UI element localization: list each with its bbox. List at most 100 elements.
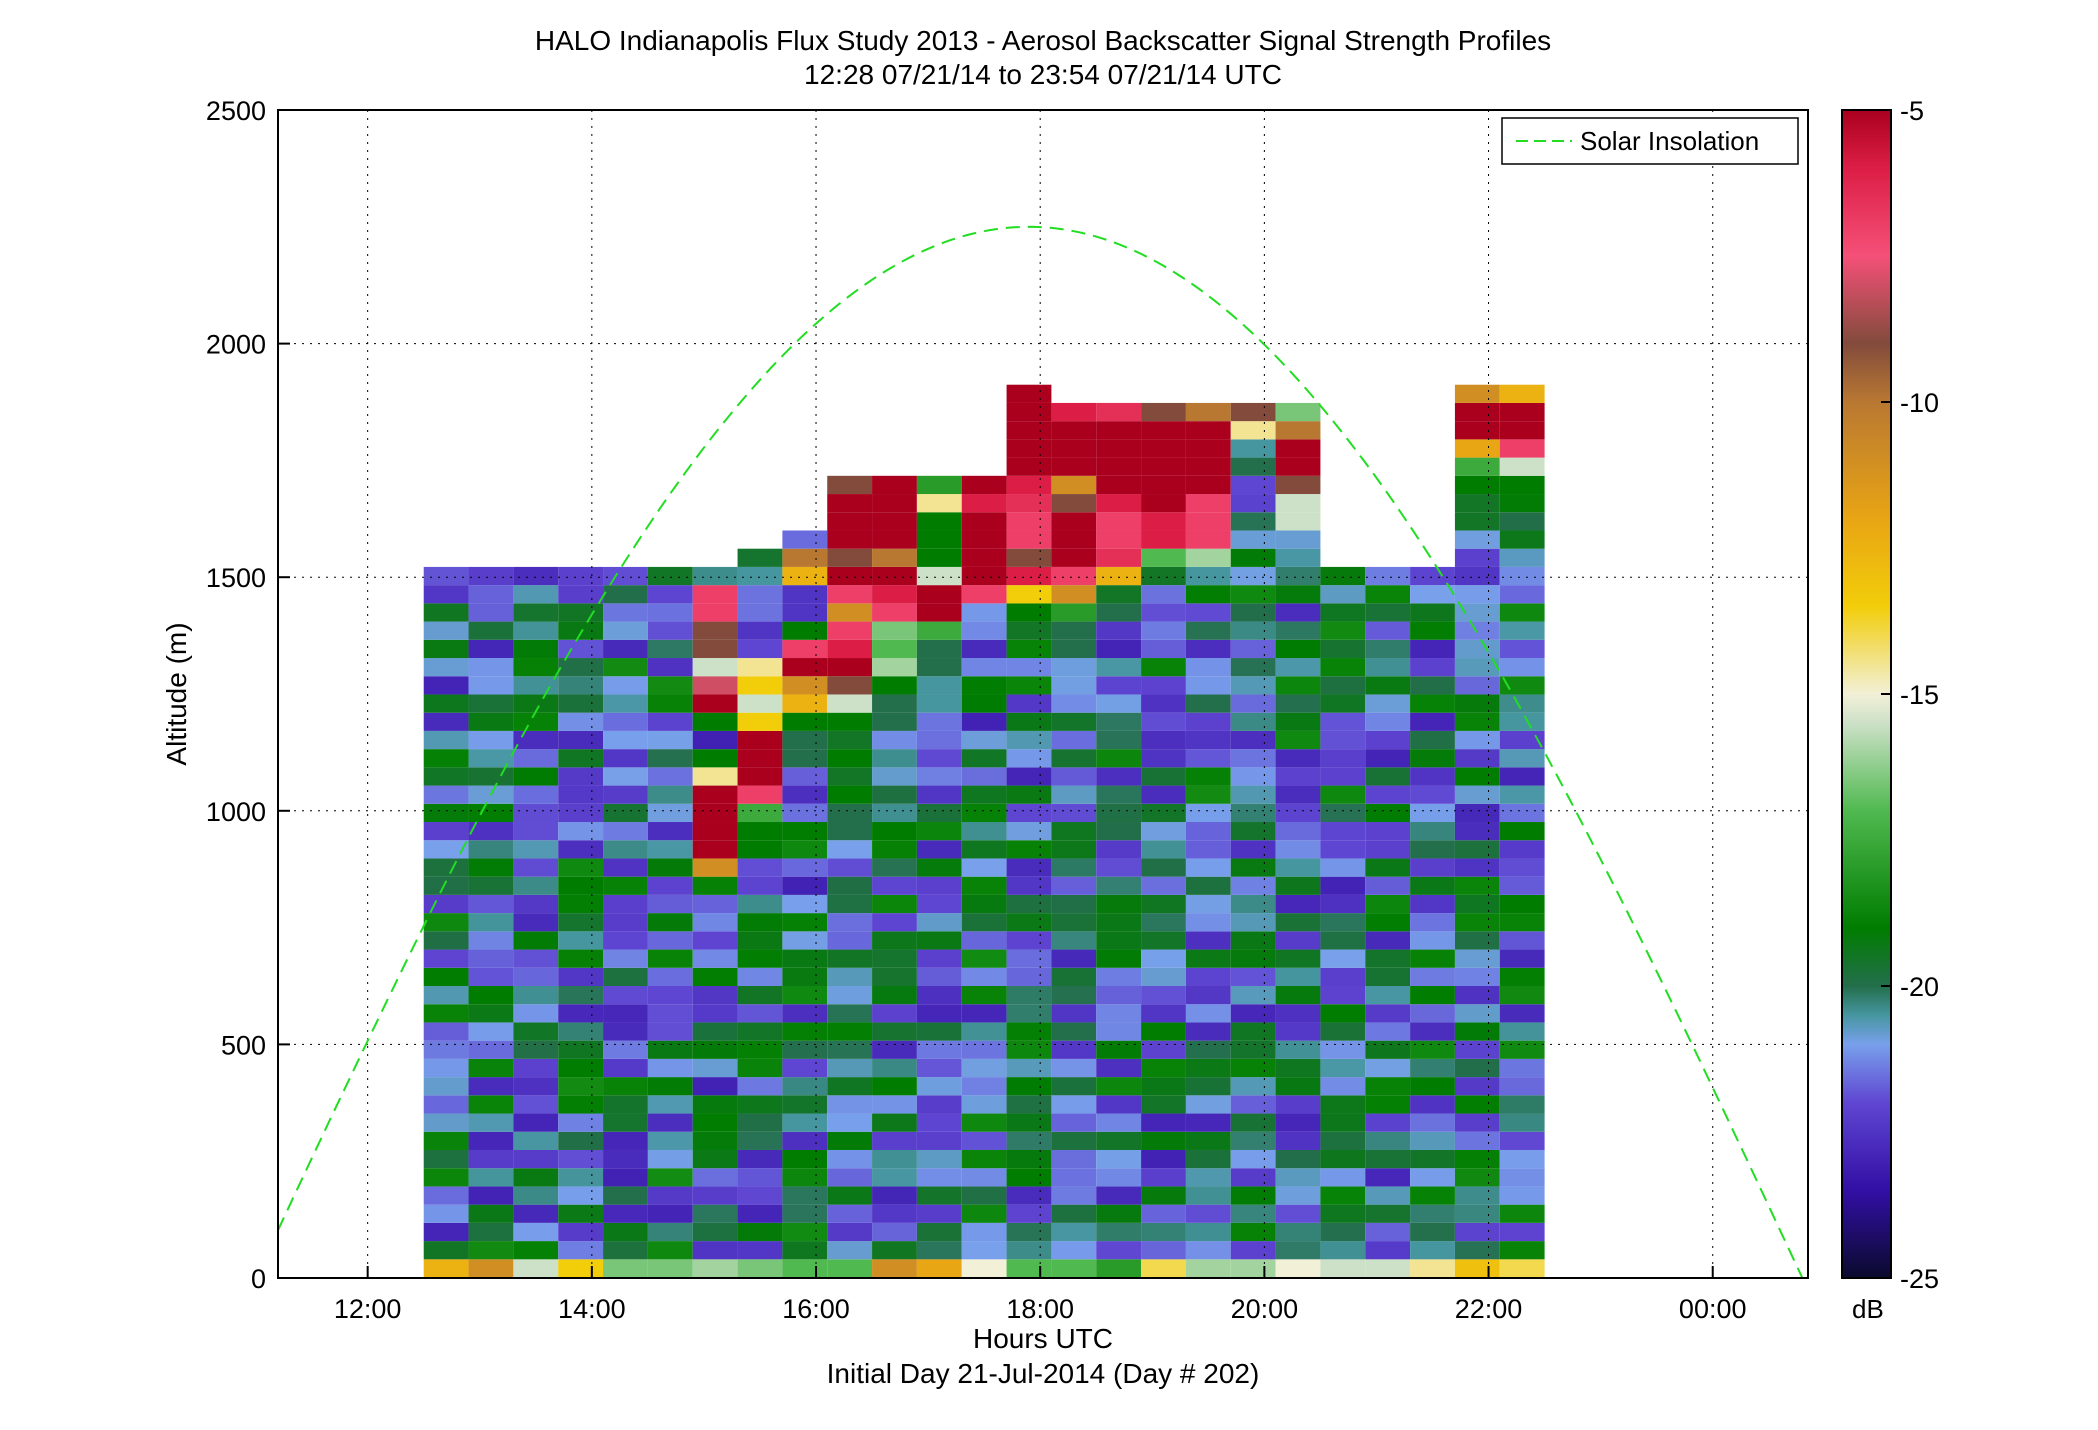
heatmap-cell	[1454, 949, 1500, 968]
heatmap-cell	[1230, 439, 1276, 458]
colorbar-tick-label: -25	[1900, 1264, 1939, 1294]
heatmap-cell	[603, 785, 648, 804]
heatmap-cell	[1499, 1004, 1545, 1023]
heatmap-cell	[1230, 1004, 1276, 1023]
heatmap-cell	[1499, 603, 1545, 622]
heatmap-cell	[1051, 694, 1097, 713]
heatmap-cell	[647, 822, 693, 841]
heatmap-cell	[513, 822, 559, 841]
heatmap-cell	[1320, 658, 1366, 677]
heatmap-cell	[1096, 822, 1142, 841]
heatmap-cell	[1006, 1113, 1052, 1132]
heatmap-cell	[1365, 986, 1411, 1005]
heatmap-cell	[1006, 931, 1052, 950]
x-tick-label: 22:00	[1455, 1294, 1523, 1324]
heatmap-cell	[1320, 1113, 1366, 1132]
heatmap-cell	[1006, 803, 1052, 823]
heatmap-cell	[1275, 639, 1321, 659]
heatmap-cell	[916, 986, 962, 1005]
heatmap-cell	[1365, 712, 1411, 731]
heatmap-cell	[1006, 1241, 1052, 1260]
heatmap-cell	[1006, 894, 1052, 914]
heatmap-cell	[423, 1259, 469, 1278]
heatmap-cell	[1051, 658, 1097, 677]
heatmap-cell	[468, 949, 514, 968]
heatmap-cell	[1096, 457, 1142, 476]
heatmap-cell	[603, 767, 648, 786]
heatmap-cell	[872, 585, 917, 604]
heatmap-cell	[513, 1131, 559, 1150]
heatmap-cell	[1320, 913, 1366, 932]
heatmap-cell	[916, 749, 962, 768]
heatmap-cell	[737, 767, 783, 786]
heatmap-cell	[1454, 1040, 1500, 1059]
y-tick-label: 0	[251, 1264, 266, 1294]
heatmap-cell	[1141, 548, 1186, 567]
heatmap-cell	[1275, 1077, 1321, 1096]
heatmap-cell	[603, 1186, 648, 1205]
heatmap-cell	[916, 566, 962, 586]
heatmap-cell	[782, 1004, 828, 1023]
heatmap-cell	[513, 1186, 559, 1205]
heatmap-cell	[1141, 1186, 1186, 1205]
heatmap-cell	[1141, 475, 1186, 495]
heatmap-cell	[603, 1058, 648, 1078]
heatmap-cell	[1006, 1259, 1052, 1278]
heatmap-cell	[1320, 1149, 1366, 1169]
heatmap-cell	[1230, 585, 1276, 604]
heatmap-cell	[1499, 803, 1545, 823]
heatmap-cell	[692, 822, 738, 841]
heatmap-cell	[872, 1222, 917, 1242]
y-tick-label: 2500	[206, 96, 266, 126]
heatmap-cell	[782, 931, 828, 950]
heatmap-cell	[423, 585, 469, 604]
heatmap-cell	[468, 1131, 514, 1150]
heatmap-cell	[1230, 1168, 1276, 1187]
heatmap-cell	[558, 1095, 604, 1114]
heatmap-cell	[1096, 913, 1142, 932]
heatmap-cell	[737, 986, 783, 1005]
heatmap-cell	[513, 1113, 559, 1132]
heatmap-cell	[647, 1149, 693, 1169]
heatmap-cell	[1051, 840, 1097, 859]
heatmap-cell	[1006, 439, 1052, 458]
heatmap-cell	[737, 603, 783, 622]
heatmap-cell	[961, 803, 1007, 823]
heatmap-cell	[423, 858, 469, 877]
heatmap-cell	[1141, 967, 1186, 986]
heatmap-cell	[916, 694, 962, 713]
heatmap-cell	[1454, 494, 1500, 513]
heatmap-cell	[1365, 1058, 1411, 1078]
heatmap-cell	[1499, 421, 1545, 440]
heatmap-cell	[737, 876, 783, 895]
heatmap-cell	[1320, 803, 1366, 823]
heatmap-cell	[961, 1131, 1007, 1150]
heatmap-cell	[737, 822, 783, 841]
heatmap-cell	[1499, 494, 1545, 513]
plot-frame	[277, 109, 1809, 1279]
heatmap-cell	[782, 785, 828, 804]
heatmap-cell	[737, 1022, 783, 1041]
heatmap-cell	[1141, 658, 1186, 677]
heatmap-cell	[1499, 931, 1545, 950]
heatmap-cell	[1096, 730, 1142, 750]
colorbar-ticks: -25 -20 -15 -10 -5	[1881, 96, 1939, 1294]
heatmap-cell	[1230, 603, 1276, 622]
heatmap-cell	[1185, 767, 1231, 786]
solar-insolation-line	[278, 225, 1804, 1278]
heatmap-cell	[558, 967, 604, 986]
heatmap-cell	[1320, 1186, 1366, 1205]
heatmap-cell	[558, 1022, 604, 1041]
heatmap-cell	[468, 603, 514, 622]
heatmap-cell	[603, 876, 648, 895]
heatmap-cell	[692, 986, 738, 1005]
heatmap-cell	[961, 1113, 1007, 1132]
heatmap-cell	[1410, 639, 1455, 659]
heatmap-cell	[1275, 1222, 1321, 1242]
heatmap-cell	[1230, 712, 1276, 731]
heatmap-cell	[1141, 1004, 1186, 1023]
heatmap-cell	[1096, 566, 1142, 586]
heatmap-cell	[603, 1113, 648, 1132]
heatmap-cell	[782, 1149, 828, 1169]
heatmap-cell	[961, 494, 1007, 513]
